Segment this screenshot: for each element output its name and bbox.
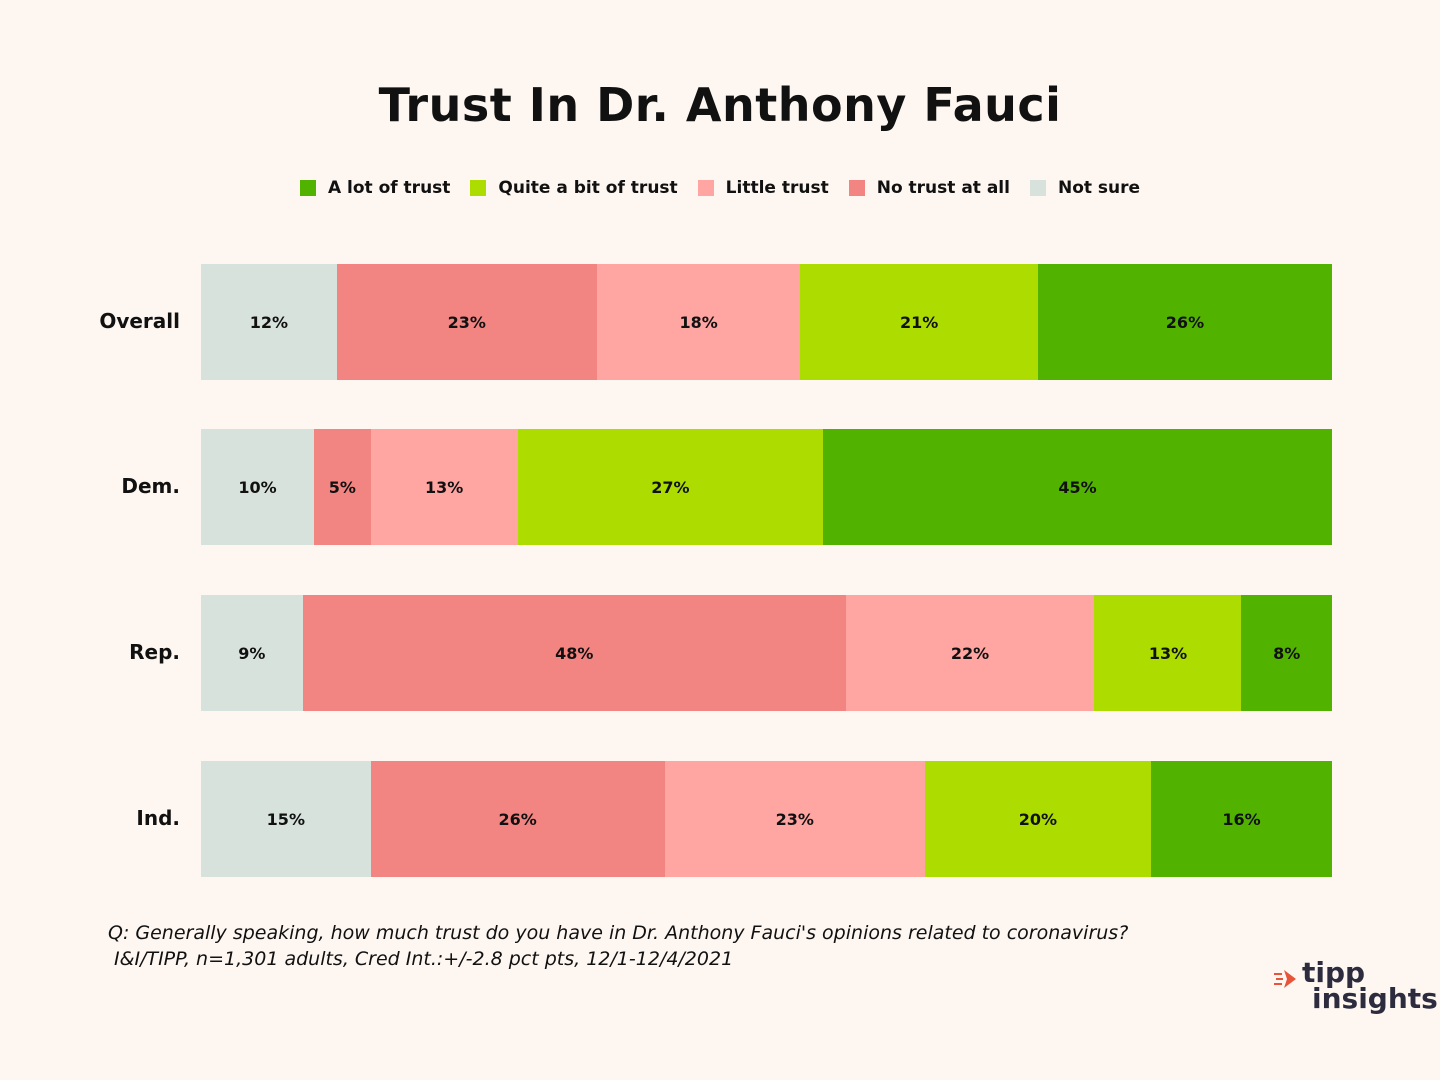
bar-segment: 10% (201, 429, 315, 545)
bar-segment: 23% (336, 264, 597, 380)
bar-segment: 23% (664, 761, 925, 877)
bar-segment: 21% (800, 264, 1038, 380)
stacked-bar: 9% 48% 22% 13% 8% (201, 595, 1332, 711)
legend-item: A lot of trust (299, 178, 451, 198)
tipp-insights-logo: tipp insights (1274, 958, 1438, 1018)
bar-segment: 15% (201, 761, 371, 877)
bar-segment: 13% (370, 429, 518, 545)
stacked-bar: 10% 5% 13% 27% 45% (201, 429, 1332, 545)
bar-segment: 12% (201, 264, 337, 380)
bar-segment: 27% (517, 429, 824, 545)
footnote-question: Q: Generally speaking, how much trust do… (108, 922, 1129, 944)
legend-label: A lot of trust (327, 178, 451, 198)
footnote: Q: Generally speaking, how much trust do… (108, 920, 1128, 972)
legend-label: Little trust (725, 178, 829, 198)
legend-label: No trust at all (876, 178, 1010, 198)
legend-label: Quite a bit of trust (498, 178, 678, 198)
legend-swatch (697, 180, 714, 196)
bar-segment: 13% (1094, 595, 1242, 711)
bar-segment: 26% (370, 761, 665, 877)
legend-swatch (1029, 180, 1046, 196)
category-label: Rep. (129, 640, 180, 664)
bar-segment: 16% (1151, 761, 1332, 877)
legend: A lot of trust Quite a bit of trust Little… (0, 178, 1440, 198)
stacked-bar: 15% 26% 23% 20% 16% (201, 761, 1332, 877)
bar-segment: 45% (823, 429, 1332, 545)
bar-segment: 8% (1241, 595, 1332, 711)
bar-segment: 26% (1037, 264, 1332, 380)
legend-swatch (470, 180, 487, 196)
legend-swatch (299, 180, 316, 196)
bar-segment: 9% (201, 595, 303, 711)
footnote-source: I&I/TIPP, n=1,301 adults, Cred Int.:+/-2… (108, 948, 734, 970)
bar-segment: 22% (845, 595, 1095, 711)
legend-item: Little trust (697, 178, 829, 198)
logo-arrow-icon (1274, 970, 1296, 988)
legend-item: No trust at all (848, 178, 1010, 198)
bar-segment: 20% (924, 761, 1151, 877)
category-label: Overall (99, 309, 180, 333)
logo-text-insights: insights (1312, 982, 1438, 1015)
category-label: Dem. (121, 474, 180, 498)
stacked-bar: 12% 23% 18% 21% 26% (201, 264, 1332, 380)
bar-segment: 48% (302, 595, 846, 711)
category-label: Ind. (136, 806, 180, 830)
legend-item: Quite a bit of trust (470, 178, 678, 198)
logo-text-tipp: tipp (1302, 956, 1366, 989)
legend-swatch (848, 180, 865, 196)
chart-title: Trust In Dr. Anthony Fauci (378, 78, 1062, 132)
bar-segment: 18% (596, 264, 801, 380)
legend-item: Not sure (1029, 178, 1141, 198)
bar-segment: 5% (314, 429, 371, 545)
legend-label: Not sure (1057, 178, 1141, 198)
